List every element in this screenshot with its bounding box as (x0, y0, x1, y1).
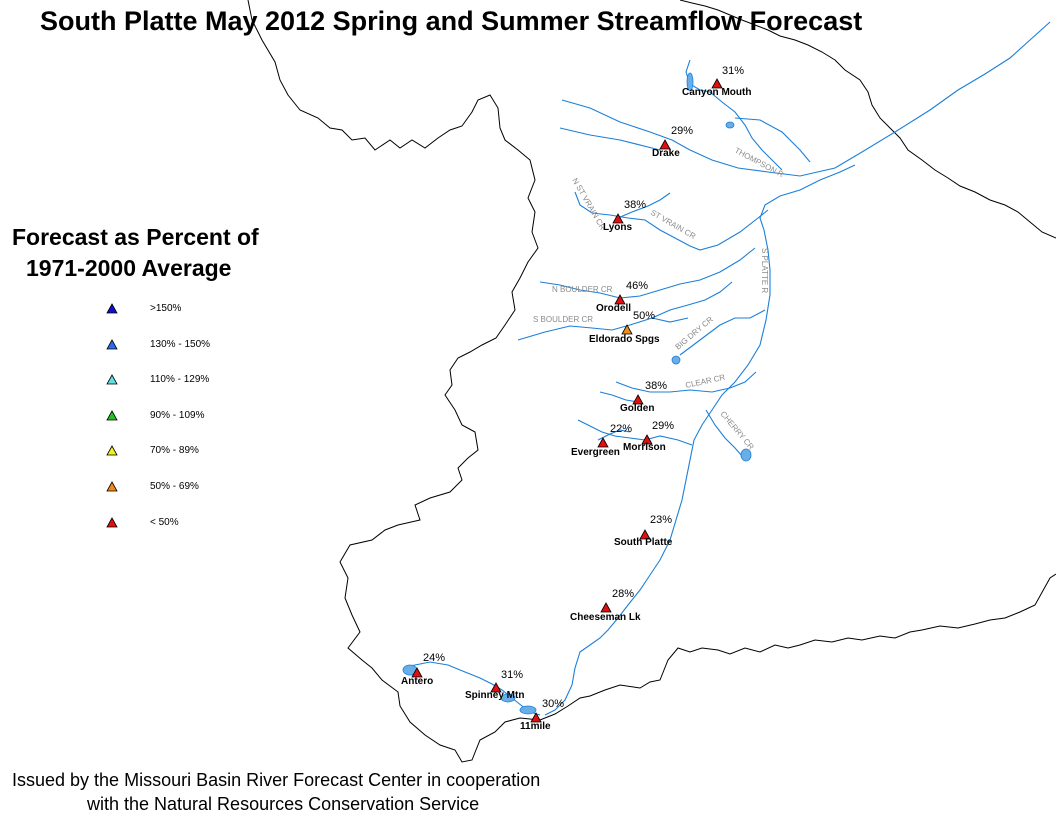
station-percent: 23% (650, 514, 672, 526)
station-spinney-mtn: 31% Spinney Mtn (465, 669, 524, 701)
station-name: Drake (652, 148, 680, 159)
legend-item: < 50% (106, 514, 286, 534)
lake-carter (725, 121, 735, 129)
station-percent: 31% (722, 65, 744, 77)
station-marker-icon (641, 434, 653, 445)
station-name: Lyons (603, 222, 633, 233)
footer-line1: Issued by the Missouri Basin River Forec… (12, 770, 541, 790)
station-cheeseman-lk: 28% Cheeseman Lk (570, 588, 641, 623)
legend-item-label: 70% - 89% (150, 445, 199, 457)
river-label-thompson: THOMPSON R (733, 146, 785, 180)
station-name: Canyon Mouth (682, 87, 751, 98)
footer: Issued by the Missouri Basin River Forec… (12, 768, 540, 816)
station-morrison: 29% Morrison (623, 420, 674, 453)
river-labels: THOMPSON R ST VRAIN CR N ST VRAIN CR N B… (533, 146, 785, 452)
station-orodell: 46% Orodell (596, 280, 648, 314)
station-percent: 24% (423, 652, 445, 664)
station-name: Eldorado Spgs (589, 334, 660, 345)
station-percent: 29% (671, 125, 693, 137)
station-percent: 38% (624, 199, 646, 211)
legend-item-label: < 50% (150, 516, 179, 528)
station-percent: 28% (612, 588, 634, 600)
station-percent: 46% (626, 280, 648, 292)
legend-item: 50% - 69% (106, 478, 286, 498)
legend-title: Forecast as Percent of 1971-2000 Average (12, 222, 259, 284)
legend-item: 90% - 109% (106, 407, 286, 427)
station-drake: 29% Drake (652, 125, 693, 159)
station-name: Golden (620, 403, 654, 414)
river-label-s-boulder: S BOULDER CR (533, 315, 593, 324)
station-name: South Platte (614, 537, 673, 548)
lake-spinney (500, 693, 516, 703)
station-marker-icon (659, 139, 671, 150)
station-name: Evergreen (571, 447, 620, 458)
lake-canyon (686, 72, 694, 92)
station-canyon-mouth: 31% Canyon Mouth (682, 65, 751, 98)
station-percent: 38% (645, 380, 667, 392)
river-label-s-platte: S PLATTE R (760, 248, 769, 293)
lake-cherry (740, 448, 752, 462)
lakes (402, 72, 752, 715)
legend-item-label: 50% - 69% (150, 481, 199, 492)
station-golden: 38% Golden (620, 380, 667, 414)
station-name: Morrison (623, 442, 666, 453)
triangle-icon (106, 516, 118, 527)
station-eldorado-spgs: 50% Eldorado Spgs (589, 310, 660, 345)
station-percent: 31% (501, 669, 523, 681)
legend-item: 130% - 150% (106, 336, 286, 356)
legend-item: 110% - 129% (106, 371, 286, 391)
station-evergreen: 22% Evergreen (571, 423, 632, 458)
station-percent: 22% (610, 423, 632, 435)
legend-item: 70% - 89% (106, 442, 286, 462)
station-marker-icon (600, 602, 612, 613)
lake-standley (671, 355, 681, 365)
legend-title-line1: Forecast as Percent of (12, 224, 259, 250)
stations: 31% Canyon Mouth 29% Drake 38% Lyons 46% Orodel… (401, 65, 751, 732)
legend-item-label: >150% (150, 303, 182, 314)
station-lyons: 38% Lyons (603, 199, 646, 233)
station-name: Antero (401, 676, 433, 687)
river-label-clear: CLEAR CR (685, 373, 727, 390)
station-name: 11mile (520, 721, 551, 732)
river-label-n-st-vrain: N ST VRAIN CR (570, 177, 607, 232)
footer-line2: with the Natural Resources Conservation … (87, 794, 480, 814)
river-label-cherry: CHERRY CR (718, 410, 755, 452)
station-percent: 30% (542, 698, 564, 710)
station-marker-icon (490, 682, 502, 693)
legend-item: >150% (106, 300, 286, 320)
station-south-platte: 23% South Platte (614, 514, 673, 548)
station-marker-icon (639, 529, 651, 540)
triangle-icon (106, 445, 118, 456)
station-marker-icon (597, 437, 609, 448)
station-marker-icon (621, 324, 633, 335)
basin-boundary (247, 0, 1056, 763)
legend-item-label: 130% - 150% (150, 338, 211, 350)
river-label-st-vrain: ST VRAIN CR (649, 208, 697, 241)
station-name: Orodell (596, 303, 631, 314)
triangle-icon (106, 374, 118, 385)
river-label-boulder: N BOULDER CR (552, 285, 613, 294)
legend-item-label: 90% - 109% (150, 409, 205, 421)
lake-11mile (519, 705, 537, 715)
triangle-icon (106, 409, 118, 421)
station-marker-icon (711, 78, 723, 89)
station-antero: 24% Antero (401, 652, 445, 687)
legend-title-line2: 1971-2000 Average (26, 255, 232, 281)
station-name: Cheeseman Lk (570, 612, 641, 623)
map-title: South Platte May 2012 Spring and Summer … (40, 6, 863, 36)
station-marker-icon (614, 294, 626, 305)
station-11mile: 30% 11mile (520, 698, 564, 732)
triangle-icon (106, 481, 118, 492)
station-marker-icon (411, 667, 423, 678)
legend-item-label: 110% - 129% (150, 374, 210, 386)
station-percent: 29% (652, 420, 674, 432)
station-marker-icon (612, 213, 624, 224)
station-marker-icon (632, 394, 644, 405)
station-name: Spinney Mtn (465, 690, 524, 701)
triangle-icon (106, 303, 118, 314)
station-marker-icon (530, 712, 542, 723)
station-percent: 50% (633, 310, 655, 322)
triangle-icon (106, 338, 118, 349)
